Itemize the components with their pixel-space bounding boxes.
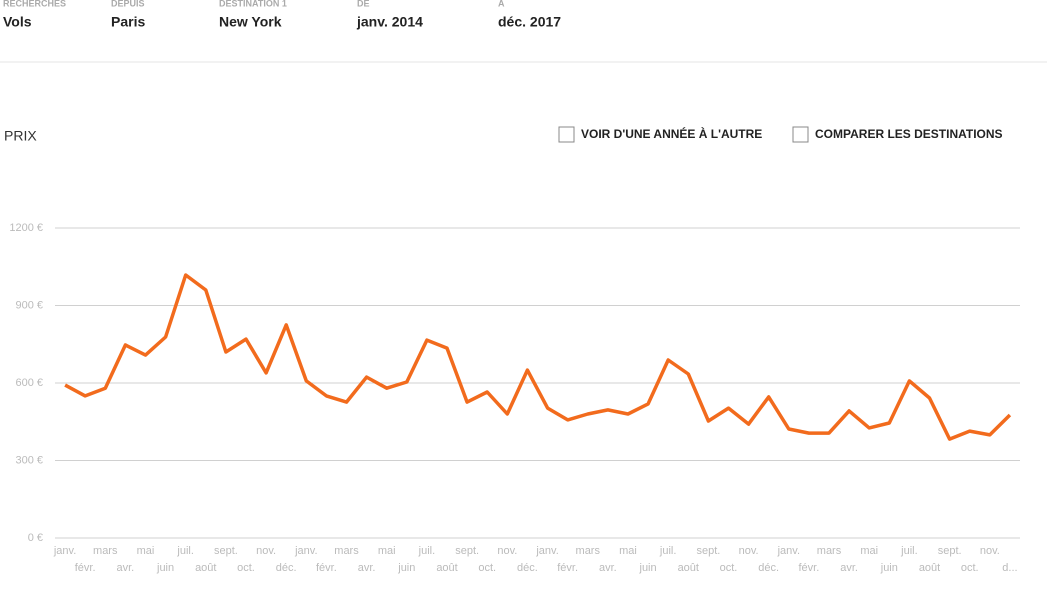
y-tick-label: 1200 €	[9, 222, 43, 234]
x-tick-label: nov.	[497, 545, 517, 557]
x-tick-label: d...	[1002, 562, 1017, 574]
x-tick-label: oct.	[237, 562, 255, 574]
field-value: New York	[219, 14, 282, 30]
x-tick-label: juin	[639, 562, 657, 574]
x-tick-label: févr.	[75, 562, 96, 574]
x-tick-label: oct.	[478, 562, 496, 574]
x-tick-label: févr.	[799, 562, 820, 574]
y-tick-label: 300 €	[15, 454, 43, 466]
x-tick-label: mai	[860, 545, 878, 557]
x-tick-label: mars	[334, 545, 359, 557]
checkbox[interactable]	[558, 126, 575, 143]
x-tick-label: avr.	[599, 562, 617, 574]
x-tick-label: janv.	[53, 545, 76, 557]
x-tick-label: août	[436, 562, 457, 574]
x-tick-label: août	[195, 562, 216, 574]
field-value: Paris	[111, 14, 145, 30]
x-tick-label: avr.	[116, 562, 134, 574]
checkbox[interactable]	[792, 126, 809, 143]
x-tick-label: déc.	[276, 562, 297, 574]
x-tick-label: nov.	[980, 545, 1000, 557]
x-tick-label: mai	[378, 545, 396, 557]
x-tick-label: déc.	[758, 562, 779, 574]
y-tick-label: 0 €	[28, 532, 43, 544]
x-tick-label: févr.	[316, 562, 337, 574]
x-tick-label: févr.	[557, 562, 578, 574]
option-label[interactable]: VOIR D'UNE ANNÉE À L'AUTRE	[581, 126, 762, 141]
x-tick-label: janv.	[294, 545, 317, 557]
x-tick-label: août	[919, 562, 940, 574]
x-tick-label: oct.	[961, 562, 979, 574]
field-label: DESTINATION 1	[219, 0, 287, 8]
x-tick-label: avr.	[840, 562, 858, 574]
field-value: déc. 2017	[498, 14, 561, 30]
x-tick-label: juil.	[418, 545, 436, 557]
x-tick-label: sept.	[214, 545, 238, 557]
x-tick-label: juil.	[900, 545, 918, 557]
y-tick-label: 900 €	[15, 299, 43, 311]
x-tick-label: janv.	[777, 545, 800, 557]
x-tick-label: août	[678, 562, 699, 574]
field-value: Vols	[3, 14, 32, 30]
option-label[interactable]: COMPARER LES DESTINATIONS	[815, 127, 1003, 141]
x-tick-label: déc.	[517, 562, 538, 574]
x-tick-label: juin	[880, 562, 898, 574]
price-line	[64, 273, 1012, 441]
x-tick-label: sept.	[696, 545, 720, 557]
field-label: DE	[357, 0, 370, 8]
field-label: À	[498, 0, 505, 8]
field-label: RECHERCHES	[3, 0, 66, 8]
x-tick-label: mai	[619, 545, 637, 557]
y-label: PRIX	[4, 128, 37, 144]
x-tick-label: juin	[156, 562, 174, 574]
x-tick-label: nov.	[739, 545, 759, 557]
x-tick-label: nov.	[256, 545, 276, 557]
x-tick-label: juin	[397, 562, 415, 574]
x-tick-label: mars	[93, 545, 118, 557]
x-tick-label: janv.	[535, 545, 558, 557]
x-tick-label: mars	[817, 545, 842, 557]
x-tick-label: juil.	[659, 545, 677, 557]
x-tick-label: mars	[576, 545, 601, 557]
x-tick-label: sept.	[455, 545, 479, 557]
x-tick-label: juil.	[176, 545, 194, 557]
x-tick-label: avr.	[358, 562, 376, 574]
field-label: DEPUIS	[111, 0, 145, 8]
x-tick-label: oct.	[720, 562, 738, 574]
x-tick-label: sept.	[938, 545, 962, 557]
field-value: janv. 2014	[356, 14, 423, 30]
y-tick-label: 600 €	[15, 377, 43, 389]
x-tick-label: mai	[137, 545, 155, 557]
